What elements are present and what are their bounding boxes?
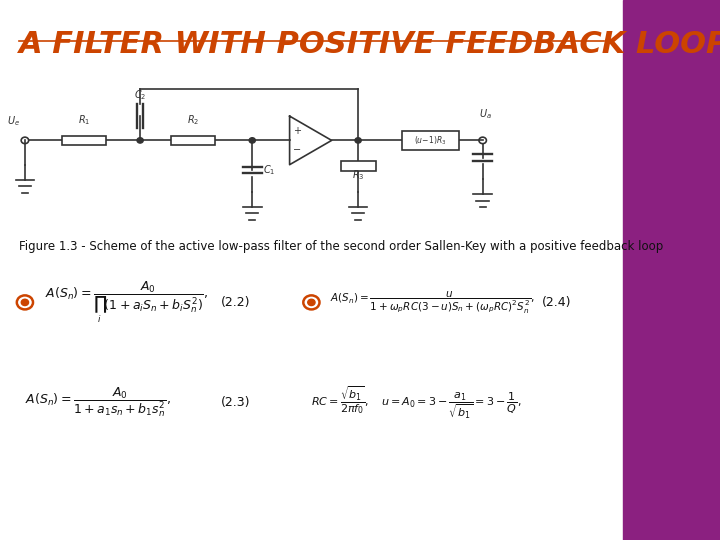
Bar [171,136,215,145]
Text: $U_a$: $U_a$ [480,107,492,122]
Text: Figure 1.3 - Scheme of the active low-pass filter of the second order Sallen-Key: Figure 1.3 - Scheme of the active low-pa… [19,240,663,253]
Text: (2.2): (2.2) [221,296,251,309]
Text: (2.4): (2.4) [542,296,572,309]
Bar [63,136,106,145]
Text: $A(S_n) = \dfrac{A_0}{1 + a_1 s_n + b_1 s_n^2},$: $A(S_n) = \dfrac{A_0}{1 + a_1 s_n + b_1 … [25,386,171,419]
Text: $R_3$: $R_3$ [352,168,364,182]
Circle shape [249,138,256,143]
Text: +: + [293,126,302,136]
Bar [341,161,376,171]
Circle shape [137,138,143,143]
Text: $C_1$: $C_1$ [264,163,276,177]
Text: $(u{-}1)R_3$: $(u{-}1)R_3$ [414,134,446,147]
Text: $A(S_n) = \dfrac{A_0}{\prod_i (1 + a_i S_n + b_i S_n^2)},$: $A(S_n) = \dfrac{A_0}{\prod_i (1 + a_i S… [45,280,208,325]
Text: $RC = \dfrac{\sqrt{b_1}}{2\pi f_0}, \quad u = A_0 = 3 - \dfrac{a_1}{\sqrt{b_1}} : $RC = \dfrac{\sqrt{b_1}}{2\pi f_0}, \qua… [311,384,522,421]
Text: $U_e$: $U_e$ [7,114,20,129]
Text: −: − [293,145,302,154]
Text: (2.3): (2.3) [221,396,251,409]
Circle shape [307,299,315,306]
Text: $R_2$: $R_2$ [187,113,199,127]
Circle shape [22,299,29,306]
Text: $R_1$: $R_1$ [78,113,90,127]
Text: $A(S_n) = \dfrac{u}{1 + \omega_p RC(3-u)S_n + (\omega_p RC)^2 S_n^2},$: $A(S_n) = \dfrac{u}{1 + \omega_p RC(3-u)… [330,289,535,315]
Text: $C_2$: $C_2$ [134,88,146,102]
Bar [402,131,459,150]
Bar [623,0,720,540]
Text: A FILTER WITH POSITIVE FEEDBACK LOOP: A FILTER WITH POSITIVE FEEDBACK LOOP [19,30,720,59]
Circle shape [355,138,361,143]
